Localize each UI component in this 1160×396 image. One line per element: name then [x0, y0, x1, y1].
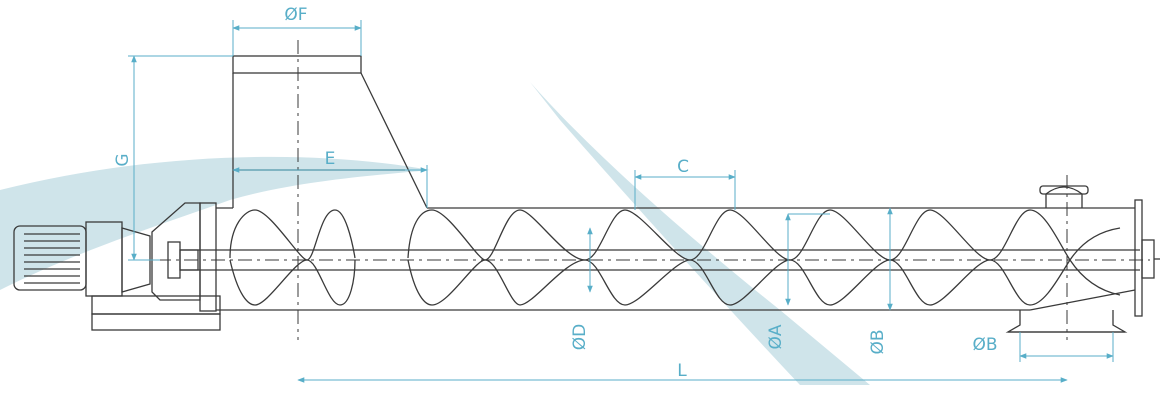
center-lines [130, 40, 1150, 340]
label-shaft-diameter: ØD [570, 324, 590, 350]
dimension-lines [128, 20, 1114, 383]
conveyor-trough [216, 199, 1160, 317]
screw-shaft [180, 249, 1140, 271]
watermark-swoosh [0, 82, 870, 385]
label-flange-diameter: ØF [284, 5, 307, 25]
label-trough-diameter: ØB [868, 329, 888, 354]
label-height: G [113, 153, 133, 166]
top-nozzle [1039, 185, 1089, 208]
label-screw-diameter: ØA [766, 324, 786, 349]
screw-flights [229, 209, 1121, 306]
label-inlet-offset: E [325, 149, 336, 169]
label-length: L [677, 361, 687, 381]
dimension-labels: ØF G E C ØD ØA ØB ØB L [113, 5, 998, 381]
label-pitch: C [677, 157, 689, 177]
drive-motor [13, 202, 221, 331]
label-outlet-diameter: ØB [972, 335, 997, 355]
